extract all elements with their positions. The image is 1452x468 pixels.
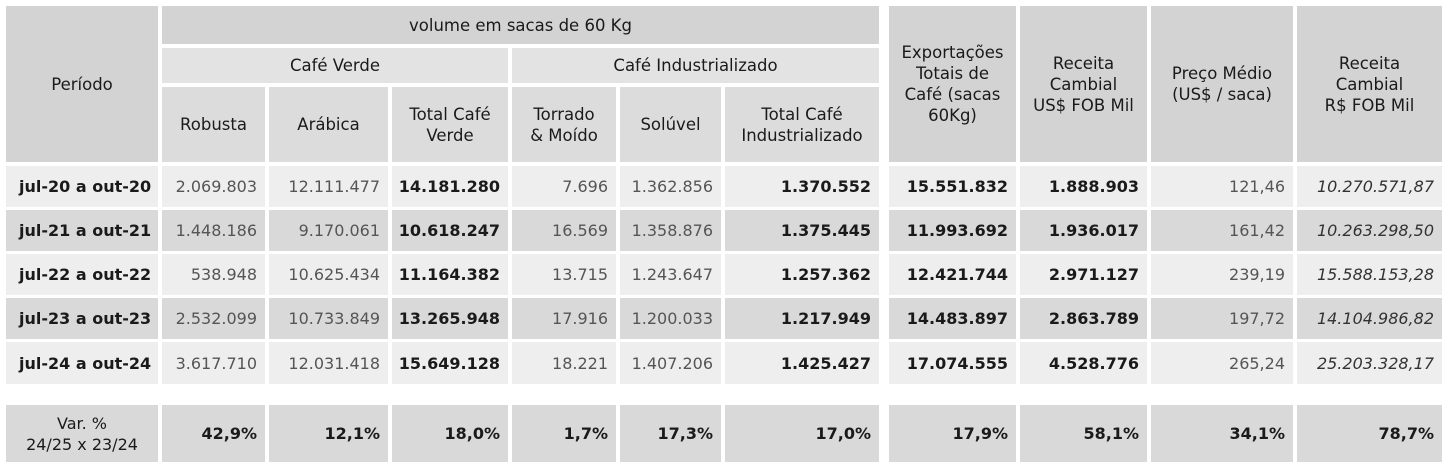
cell-total-verde: 10.618.247 [392,210,508,251]
cell-torrado: 13.715 [512,254,616,295]
cell-export-total: 14.483.897 [889,298,1016,339]
header-arabica: Arábica [269,87,388,162]
cell-arabica: 10.733.849 [269,298,388,339]
variation-arabica: 12,1% [269,405,388,462]
variation-torrado: 1,7% [512,405,616,462]
cell-export-total: 11.993.692 [889,210,1016,251]
header-periodo: Período [6,6,158,162]
row-period: jul-23 a out-23 [6,298,158,339]
header-exportacoes-totais: Exportações Totais de Café (sacas 60Kg) [889,6,1016,162]
cell-robusta: 2.532.099 [162,298,265,339]
cell-soluvel: 1.407.206 [620,342,721,384]
cell-total-ind: 1.425.427 [725,342,879,384]
row-period: jul-24 a out-24 [6,342,158,384]
cell-arabica: 12.031.418 [269,342,388,384]
cell-total-ind: 1.257.362 [725,254,879,295]
cell-export-total: 15.551.832 [889,166,1016,207]
cell-preco-medio: 121,46 [1151,166,1293,207]
cell-total-verde: 15.649.128 [392,342,508,384]
cell-total-ind: 1.217.949 [725,298,879,339]
variation-robusta: 42,9% [162,405,265,462]
row-period: jul-20 a out-20 [6,166,158,207]
variation-label: Var. % 24/25 x 23/24 [6,405,158,462]
cell-total-ind: 1.375.445 [725,210,879,251]
cell-torrado: 18.221 [512,342,616,384]
cell-soluvel: 1.358.876 [620,210,721,251]
variation-receita-usd: 58,1% [1020,405,1147,462]
cell-torrado: 16.569 [512,210,616,251]
cell-total-verde: 11.164.382 [392,254,508,295]
cell-arabica: 9.170.061 [269,210,388,251]
header-soluvel: Solúvel [620,87,721,162]
header-robusta: Robusta [162,87,265,162]
cell-preco-medio: 197,72 [1151,298,1293,339]
cell-robusta: 538.948 [162,254,265,295]
cell-robusta: 3.617.710 [162,342,265,384]
cell-soluvel: 1.362.856 [620,166,721,207]
variation-total-verde: 18,0% [392,405,508,462]
cell-receita-brl: 10.270.571,87 [1297,166,1442,207]
row-period: jul-21 a out-21 [6,210,158,251]
cell-receita-brl: 25.203.328,17 [1297,342,1442,384]
variation-preco-medio: 34,1% [1151,405,1293,462]
header-receita-brl: Receita Cambial R$ FOB Mil [1297,6,1442,162]
cell-receita-usd: 4.528.776 [1020,342,1147,384]
cell-preco-medio: 239,19 [1151,254,1293,295]
cell-receita-usd: 2.863.789 [1020,298,1147,339]
header-torrado-moido: Torrado & Moído [512,87,616,162]
header-cafe-verde: Café Verde [162,48,508,83]
cell-robusta: 1.448.186 [162,210,265,251]
header-total-cafe-industrializado: Total Café Industrializado [725,87,879,162]
cell-receita-brl: 10.263.298,50 [1297,210,1442,251]
cell-preco-medio: 161,42 [1151,210,1293,251]
header-cafe-industrializado: Café Industrializado [512,48,879,83]
cell-soluvel: 1.200.033 [620,298,721,339]
cell-receita-brl: 14.104.986,82 [1297,298,1442,339]
cell-total-ind: 1.370.552 [725,166,879,207]
cell-torrado: 17.916 [512,298,616,339]
cell-receita-usd: 2.971.127 [1020,254,1147,295]
cell-preco-medio: 265,24 [1151,342,1293,384]
cell-receita-brl: 15.588.153,28 [1297,254,1442,295]
cell-export-total: 17.074.555 [889,342,1016,384]
cell-torrado: 7.696 [512,166,616,207]
variation-total-ind: 17,0% [725,405,879,462]
cell-receita-usd: 1.936.017 [1020,210,1147,251]
cell-export-total: 12.421.744 [889,254,1016,295]
header-total-cafe-verde: Total Café Verde [392,87,508,162]
cell-total-verde: 14.181.280 [392,166,508,207]
header-receita-usd: Receita Cambial US$ FOB Mil [1020,6,1147,162]
row-period: jul-22 a out-22 [6,254,158,295]
variation-receita-brl: 78,7% [1297,405,1442,462]
variation-export-total: 17,9% [889,405,1016,462]
cell-arabica: 12.111.477 [269,166,388,207]
variation-soluvel: 17,3% [620,405,721,462]
cell-arabica: 10.625.434 [269,254,388,295]
cell-soluvel: 1.243.647 [620,254,721,295]
header-preco-medio: Preço Médio (US$ / saca) [1151,6,1293,162]
cell-total-verde: 13.265.948 [392,298,508,339]
cell-receita-usd: 1.888.903 [1020,166,1147,207]
cell-robusta: 2.069.803 [162,166,265,207]
header-volume: volume em sacas de 60 Kg [162,6,879,44]
